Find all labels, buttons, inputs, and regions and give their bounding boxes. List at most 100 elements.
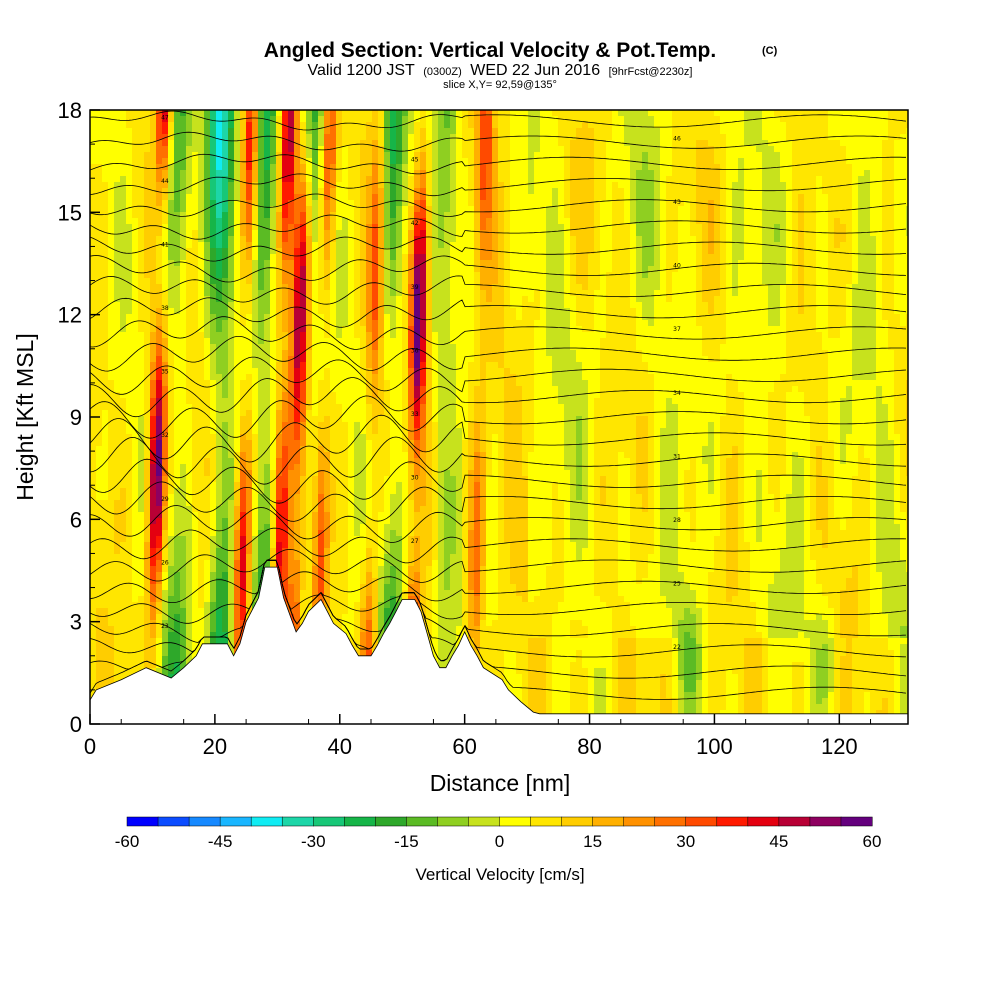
velocity-cell: [816, 230, 823, 237]
velocity-cell: [798, 212, 805, 219]
velocity-cell: [810, 164, 817, 171]
velocity-cell: [438, 242, 445, 249]
velocity-cell: [426, 212, 433, 219]
velocity-cell: [798, 296, 805, 303]
velocity-cell: [384, 254, 391, 261]
velocity-cell: [126, 242, 133, 249]
velocity-cell: [216, 188, 223, 195]
velocity-cell: [570, 170, 577, 177]
velocity-cell: [618, 230, 625, 237]
velocity-cell: [528, 134, 535, 141]
velocity-cell: [120, 122, 127, 129]
velocity-cell: [426, 290, 433, 297]
velocity-cell: [624, 254, 631, 261]
velocity-cell: [330, 260, 337, 267]
velocity-cell: [504, 284, 511, 291]
velocity-cell: [432, 110, 439, 117]
velocity-cell: [294, 302, 301, 309]
velocity-cell: [408, 200, 415, 207]
velocity-cell: [228, 230, 235, 237]
velocity-cell: [198, 326, 205, 333]
velocity-cell: [258, 296, 265, 303]
velocity-cell: [822, 176, 829, 183]
velocity-cell: [822, 314, 829, 321]
velocity-cell: [216, 164, 223, 171]
velocity-cell: [90, 302, 97, 309]
velocity-cell: [588, 308, 595, 315]
velocity-cell: [306, 134, 313, 141]
velocity-cell: [474, 236, 481, 243]
velocity-cell: [618, 194, 625, 201]
velocity-cell: [462, 266, 469, 273]
velocity-cell: [522, 122, 529, 129]
velocity-cell: [588, 296, 595, 303]
velocity-cell: [162, 230, 169, 237]
velocity-cell: [732, 254, 739, 261]
velocity-cell: [414, 182, 421, 189]
velocity-cell: [828, 146, 835, 153]
velocity-cell: [234, 140, 241, 147]
velocity-cell: [834, 242, 841, 249]
velocity-cell: [834, 266, 841, 273]
velocity-cell: [654, 164, 661, 171]
velocity-cell: [450, 212, 457, 219]
velocity-cell: [162, 278, 169, 285]
velocity-cell: [174, 176, 181, 183]
velocity-cell: [756, 170, 763, 177]
velocity-cell: [840, 152, 847, 159]
velocity-cell: [264, 326, 271, 333]
velocity-cell: [414, 212, 421, 219]
velocity-cell: [528, 110, 535, 117]
velocity-cell: [462, 284, 469, 291]
velocity-cell: [576, 218, 583, 225]
velocity-cell: [132, 176, 139, 183]
velocity-cell: [426, 158, 433, 165]
velocity-cell: [216, 230, 223, 237]
velocity-cell: [414, 314, 421, 321]
velocity-cell: [900, 302, 907, 309]
velocity-cell: [468, 230, 475, 237]
velocity-cell: [774, 278, 781, 285]
velocity-cell: [906, 212, 908, 219]
velocity-cell: [282, 236, 289, 243]
velocity-cell: [540, 212, 547, 219]
velocity-cell: [90, 236, 97, 243]
velocity-cell: [360, 254, 367, 261]
velocity-cell: [222, 128, 229, 135]
velocity-cell: [630, 248, 637, 255]
velocity-cell: [474, 188, 481, 195]
velocity-cell: [888, 212, 895, 219]
velocity-cell: [174, 320, 181, 327]
velocity-cell: [450, 176, 457, 183]
velocity-cell: [696, 206, 703, 213]
velocity-cell: [276, 200, 283, 207]
velocity-cell: [462, 236, 469, 243]
velocity-cell: [264, 122, 271, 129]
velocity-cell: [204, 212, 211, 219]
velocity-cell: [618, 206, 625, 213]
velocity-cell: [522, 272, 529, 279]
velocity-cell: [312, 170, 319, 177]
velocity-cell: [258, 272, 265, 279]
velocity-cell: [660, 164, 667, 171]
velocity-cell: [840, 320, 847, 327]
velocity-cell: [534, 206, 541, 213]
velocity-cell: [858, 122, 865, 129]
velocity-cell: [222, 110, 229, 117]
velocity-cell: [846, 182, 853, 189]
velocity-cell: [486, 110, 493, 117]
velocity-cell: [546, 266, 553, 273]
velocity-cell: [900, 158, 907, 165]
velocity-cell: [666, 116, 673, 123]
velocity-cell: [318, 188, 325, 195]
velocity-cell: [834, 194, 841, 201]
velocity-cell: [390, 146, 397, 153]
velocity-cell: [306, 272, 313, 279]
velocity-cell: [258, 200, 265, 207]
velocity-cell: [774, 230, 781, 237]
velocity-cell: [708, 170, 715, 177]
velocity-cell: [402, 236, 409, 243]
velocity-cell: [468, 212, 475, 219]
velocity-cell: [102, 122, 109, 129]
velocity-cell: [132, 242, 139, 249]
